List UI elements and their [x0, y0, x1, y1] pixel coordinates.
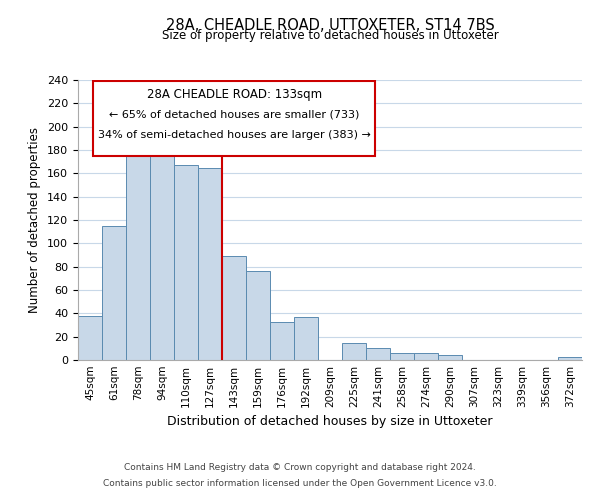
- Text: Contains HM Land Registry data © Crown copyright and database right 2024.: Contains HM Land Registry data © Crown c…: [124, 464, 476, 472]
- Text: 28A CHEADLE ROAD: 133sqm: 28A CHEADLE ROAD: 133sqm: [146, 88, 322, 102]
- Text: Size of property relative to detached houses in Uttoxeter: Size of property relative to detached ho…: [161, 29, 499, 42]
- Bar: [126, 144, 150, 360]
- Text: 34% of semi-detached houses are larger (383) →: 34% of semi-detached houses are larger (…: [98, 130, 371, 140]
- Bar: [438, 356, 462, 360]
- Bar: [270, 322, 294, 360]
- Bar: [78, 316, 102, 360]
- X-axis label: Distribution of detached houses by size in Uttoxeter: Distribution of detached houses by size …: [167, 416, 493, 428]
- Bar: [294, 317, 318, 360]
- Bar: [198, 168, 222, 360]
- Y-axis label: Number of detached properties: Number of detached properties: [28, 127, 41, 313]
- Bar: [222, 256, 246, 360]
- Text: Contains public sector information licensed under the Open Government Licence v3: Contains public sector information licen…: [103, 478, 497, 488]
- Text: 28A, CHEADLE ROAD, UTTOXETER, ST14 7BS: 28A, CHEADLE ROAD, UTTOXETER, ST14 7BS: [166, 18, 494, 32]
- Bar: [414, 353, 438, 360]
- Bar: [150, 150, 174, 360]
- Bar: [174, 165, 198, 360]
- Bar: [246, 272, 270, 360]
- Bar: [102, 226, 126, 360]
- Text: ← 65% of detached houses are smaller (733): ← 65% of detached houses are smaller (73…: [109, 110, 359, 120]
- FancyBboxPatch shape: [93, 82, 376, 156]
- Bar: [558, 356, 582, 360]
- Bar: [390, 353, 414, 360]
- Bar: [342, 342, 366, 360]
- Bar: [366, 348, 390, 360]
